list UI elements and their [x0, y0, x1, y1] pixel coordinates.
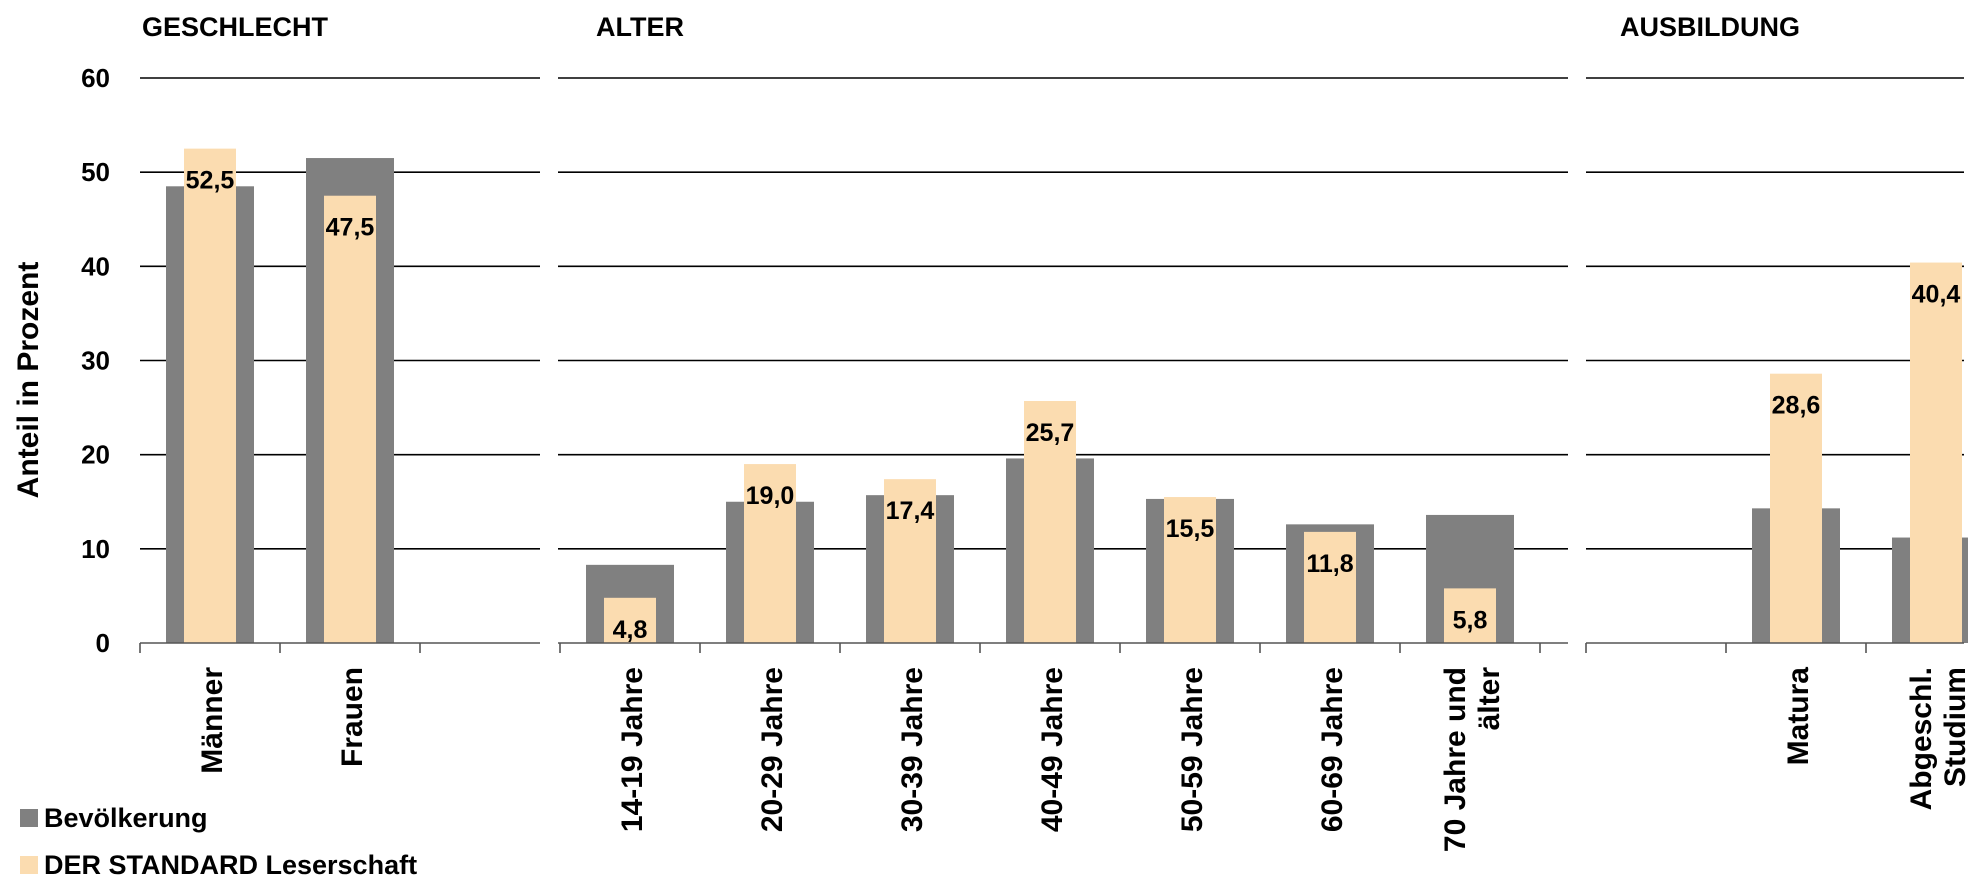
data-label: 5,8 — [1453, 606, 1488, 634]
data-label: 25,7 — [1026, 419, 1075, 447]
x-tick-label: Männer — [196, 667, 229, 774]
data-label: 40,4 — [1912, 281, 1961, 309]
x-tick-label-group: 30-39 Jahre — [896, 667, 929, 832]
bar-leserschaft — [184, 148, 236, 643]
x-tick-label: 30-39 Jahre — [896, 667, 929, 832]
x-tick-label: 40-49 Jahre — [1036, 667, 1069, 832]
bar-leserschaft — [1164, 497, 1216, 643]
data-label: 52,5 — [186, 167, 235, 195]
x-tick-label-group: Matura — [1782, 667, 1815, 766]
x-tick-label-group: 14-19 Jahre — [616, 667, 649, 832]
x-tick-label-group: Abgeschl. Studium — [1905, 667, 1968, 810]
x-tick-label: 70 Jahre und — [1439, 667, 1472, 852]
bar-leserschaft — [744, 464, 796, 643]
panel-title: GESCHLECHT — [142, 12, 329, 42]
y-tick-label: 50 — [81, 157, 110, 187]
x-tick-label-group: Männer — [196, 667, 229, 774]
x-tick-label: älter — [1473, 667, 1506, 731]
data-label: 47,5 — [326, 214, 375, 242]
x-tick-label: 60-69 Jahre — [1316, 667, 1349, 832]
data-label: 15,5 — [1166, 515, 1215, 543]
x-tick-label-group: 40-49 Jahre — [1036, 667, 1069, 832]
y-tick-label: 0 — [96, 628, 110, 658]
x-tick-label: 14-19 Jahre — [616, 667, 649, 832]
y-tick-label: 60 — [81, 63, 110, 93]
legend-swatch — [20, 809, 38, 827]
panel-title: ALTER — [596, 12, 684, 42]
legend-swatch — [20, 856, 38, 874]
legend: Bevölkerung DER STANDARD Leserschaft — [20, 803, 417, 880]
y-axis-label: Anteil in Prozent — [12, 262, 45, 499]
panel-titles: GESCHLECHT ALTER AUSBILDUNG — [142, 12, 1800, 42]
axes: 0 10 20 30 40 50 60 Männer Frauen 14-19 Jahre 20-2… — [81, 63, 1968, 852]
bar-leserschaft — [1770, 373, 1822, 643]
data-label: 28,6 — [1772, 392, 1821, 420]
x-tick-label: Frauen — [336, 667, 369, 767]
bar-leserschaft — [884, 479, 936, 643]
bar-leserschaft — [1024, 400, 1076, 643]
y-tick-label: 20 — [81, 440, 110, 470]
bar-leserschaft — [604, 597, 656, 643]
y-tick-label: 10 — [81, 534, 110, 564]
x-tick-label: 20-29 Jahre — [756, 667, 789, 832]
y-tick-label: 40 — [81, 251, 110, 281]
x-tick-label-group: 50-59 Jahre — [1176, 667, 1209, 832]
x-tick-label: 50-59 Jahre — [1176, 667, 1209, 832]
y-tick-label: 30 — [81, 346, 110, 376]
data-label: 19,0 — [746, 482, 795, 510]
data-labels: 52,5 47,5 4,8 19,0 17,4 25,7 15,5 11,8 5,8 28,6 40… — [186, 167, 1961, 644]
x-tick-label: Studium — [1939, 667, 1968, 787]
data-label: 4,8 — [613, 616, 648, 644]
legend-label: Bevölkerung — [44, 803, 208, 833]
data-label: 17,4 — [886, 497, 935, 525]
x-tick-label: Matura — [1782, 667, 1815, 766]
legend-label: DER STANDARD Leserschaft — [44, 850, 417, 880]
x-tick-label-group: 60-69 Jahre — [1316, 667, 1349, 832]
x-tick-label: Abgeschl. — [1905, 667, 1938, 810]
bars — [166, 148, 1968, 644]
bar-leserschaft — [1444, 588, 1496, 643]
bar-leserschaft — [1910, 262, 1962, 643]
data-label: 11,8 — [1306, 550, 1353, 578]
x-tick-label-group: 70 Jahre und älter — [1439, 667, 1506, 852]
bar-leserschaft — [324, 195, 376, 644]
x-tick-label-group: Frauen — [336, 667, 369, 767]
x-tick-label-group: 20-29 Jahre — [756, 667, 789, 832]
bar-leserschaft — [1304, 531, 1356, 643]
panel-title: AUSBILDUNG — [1620, 12, 1800, 42]
